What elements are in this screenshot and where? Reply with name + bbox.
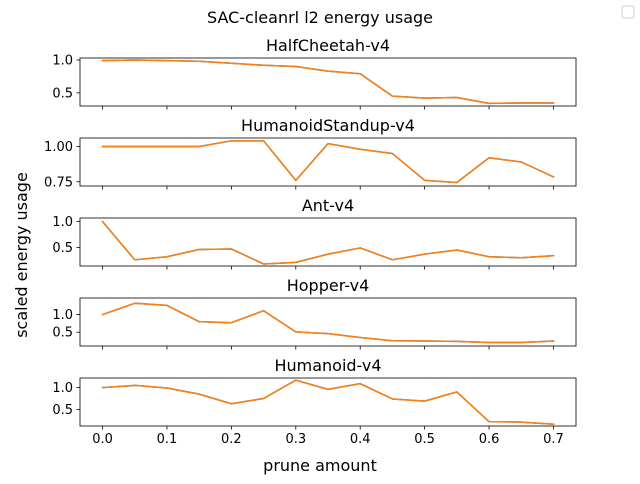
series-line-1: [101, 302, 555, 344]
subplot-1: HalfCheetah-v4 0.5 1.0: [52, 36, 577, 110]
subplots: HalfCheetah-v4 0.5 1.0 HumanoidStandup-v4 0.…: [44, 36, 577, 447]
y-tick-label: 0.5: [52, 326, 73, 341]
y-tick-label: 1.00: [44, 140, 73, 155]
y-tick-label: 1.0: [52, 308, 73, 323]
y-tick-label: 1.0: [52, 53, 73, 68]
series-line-2: [101, 379, 555, 426]
y-tick-label: 1.0: [52, 215, 73, 230]
series-line-2: [101, 220, 555, 265]
chart-title: SAC-cleanrl l2 energy usage: [207, 8, 433, 27]
axes-frame: [79, 57, 577, 107]
y-tick-label: 0.75: [44, 175, 73, 190]
subplot-5: Humanoid-v4 0.5 1.0 0.0 0.1 0.2 0.3 0.4 0.5 0.6 0.…: [52, 356, 577, 447]
x-tick-label: 0.5: [414, 432, 435, 447]
axes-frame: [79, 377, 577, 427]
series-line-2: [101, 59, 555, 105]
y-tick-label: 0.5: [52, 403, 73, 418]
legend-box: [621, 5, 635, 19]
y-axis-label: scaled energy usage: [12, 172, 31, 338]
subplot-title: HalfCheetah-v4: [266, 36, 390, 55]
series-line-2: [101, 140, 555, 184]
x-axis-label: prune amount: [263, 456, 377, 475]
axes-frame: [79, 297, 577, 347]
x-tick-label: 0.0: [92, 432, 113, 447]
y-tick-label: 0.5: [52, 86, 73, 101]
axes-frame: [79, 217, 577, 267]
subplot-3: Ant-v4 0.5 1.0: [52, 196, 577, 270]
axes-frame: [79, 137, 577, 187]
x-tick-label: 0.4: [350, 432, 371, 447]
x-tick-label: 0.1: [157, 432, 178, 447]
series-line-1: [101, 220, 555, 265]
series-line-1: [101, 59, 555, 105]
series-line-1: [101, 379, 555, 426]
subplot-title: HumanoidStandup-v4: [241, 116, 415, 135]
x-tick-label: 0.6: [479, 432, 500, 447]
x-tick-label: 0.2: [221, 432, 242, 447]
y-tick-label: 1.0: [52, 381, 73, 396]
x-tick-label: 0.3: [285, 432, 306, 447]
subplot-title: Hopper-v4: [287, 276, 370, 295]
subplot-2: HumanoidStandup-v4 0.75 1.00: [44, 116, 577, 190]
subplot-4: Hopper-v4 0.5 1.0: [52, 276, 577, 350]
x-tick-label: 0.7: [543, 432, 564, 447]
subplot-title: Ant-v4: [302, 196, 354, 215]
y-tick-label: 0.5: [52, 241, 73, 256]
series-line-2: [101, 302, 555, 344]
subplot-title: Humanoid-v4: [274, 356, 381, 375]
